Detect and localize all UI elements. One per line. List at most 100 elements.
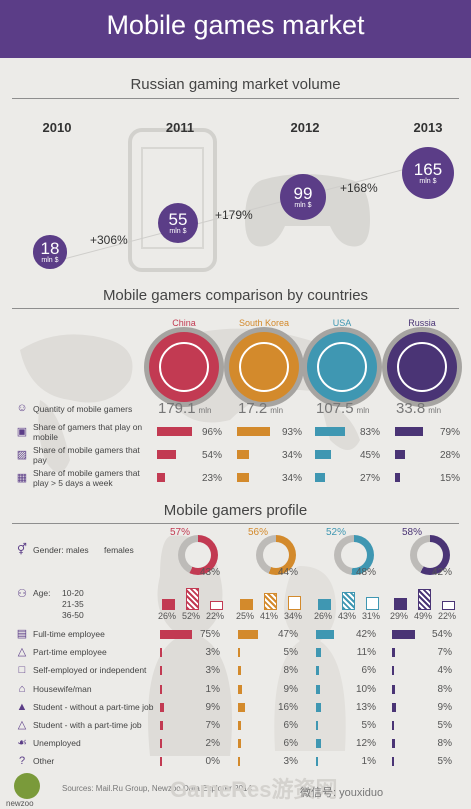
gender-donut (334, 535, 374, 575)
country-name: USA (332, 318, 352, 328)
quantity-number: 179.1 (158, 400, 196, 417)
market-value-bubble: 165 mln $ (401, 146, 455, 200)
part-time-icon: △ (17, 646, 27, 659)
market-unit: mln $ (169, 227, 187, 235)
occupation-pct: 5% (437, 756, 452, 768)
occupation-pct: 8% (437, 683, 452, 695)
gender-donut-hole (417, 542, 443, 568)
age-bar (418, 589, 431, 610)
growth-label: +179% (215, 208, 253, 222)
age-pct: 31% (362, 611, 381, 621)
year-label: 2011 (165, 120, 195, 135)
occupation-pct: 7% (437, 647, 452, 659)
age-bar (342, 592, 355, 610)
gender-legend-males: males (66, 545, 89, 555)
growth-label: +306% (90, 233, 128, 247)
gender-label: Gender: (33, 545, 64, 555)
market-value: 99 (293, 183, 313, 203)
market-value-bubble: 18 mln $ (33, 235, 67, 269)
gender-donut (410, 535, 450, 575)
occupation-pct: 54% (431, 629, 452, 640)
page-title: Mobile games market (106, 10, 365, 40)
age-legend: 36-50 (62, 610, 84, 620)
occupation-bar (392, 702, 396, 712)
metric-pct: 15% (439, 473, 460, 484)
occupation-pct: 10% (355, 683, 376, 695)
occupation-pct: 1% (361, 756, 376, 768)
metric-pct: 45% (359, 450, 380, 461)
wechat-text: 微信号: youxiduo (300, 787, 384, 799)
calendar-icon: ▦ (16, 472, 28, 484)
age-pct: 26% (314, 611, 333, 621)
occupation-pct: 12% (355, 738, 376, 750)
occupation-label: Unemployed (33, 738, 81, 749)
occupation-label: Other (33, 756, 55, 767)
year-label: 2012 (290, 120, 320, 135)
occupation-pct: 3% (283, 756, 298, 768)
occupation-bar (238, 684, 242, 694)
gender-legend-females: females (104, 545, 134, 555)
occupation-pct: 3% (205, 647, 220, 659)
age-bar (288, 596, 301, 610)
country-emblem (149, 332, 219, 402)
occupation-pct: 5% (437, 720, 452, 731)
occupation-pct: 4% (437, 665, 452, 677)
divider (12, 523, 459, 524)
occupation-pct: 75% (199, 629, 220, 640)
occupation-bar (160, 666, 162, 676)
occupation-pct: 9% (205, 701, 220, 713)
metric-pct: 34% (281, 450, 302, 461)
country-emblem-inner (239, 342, 289, 392)
market-unit: mln $ (294, 201, 312, 209)
metric-bar (315, 450, 331, 459)
country-emblem-inner (397, 342, 447, 392)
countries-title: Mobile gamers comparison by countries (102, 287, 369, 304)
metric-bar (157, 427, 192, 436)
age-pct: 26% (158, 611, 177, 621)
silhouette-background (148, 535, 346, 756)
metric-pct: 83% (359, 427, 380, 438)
gender-icon: ⚥ (17, 544, 27, 556)
occupation-pct: 6% (361, 665, 376, 677)
student-work-icon: △ (17, 719, 27, 731)
occupation-bar (392, 684, 395, 694)
occupation-bar (392, 721, 394, 730)
unemployed-icon: ☙ (17, 737, 27, 750)
age-bar (240, 599, 253, 610)
age-pct: 41% (260, 611, 279, 621)
occupation-bar (316, 739, 321, 749)
quantity-unit: mln (270, 406, 284, 415)
age-pct: 29% (390, 611, 409, 621)
gender-donut (256, 535, 296, 575)
occupation-pct: 8% (283, 665, 298, 677)
quantity-number: 33.8 (396, 400, 426, 417)
metric-bar (157, 473, 165, 482)
age-pct: 22% (206, 611, 225, 621)
metric-bar (237, 450, 249, 459)
occupation-bar (392, 739, 395, 749)
market-value: 55 (168, 209, 188, 229)
occupation-bar (392, 648, 395, 658)
occupation-label: Part-time employee (33, 647, 107, 658)
year-label: 2010 (42, 120, 72, 135)
occupation-bar (316, 684, 320, 694)
country-emblem (229, 332, 299, 402)
newzoo-logo-text: newzoo (6, 799, 34, 808)
occupation-bar (238, 630, 258, 639)
question-icon: ? (18, 755, 26, 768)
metric-bar (395, 427, 423, 436)
header-banner: Mobile games market (0, 0, 471, 58)
country-emblem-inner (159, 342, 209, 392)
age-pct: 34% (284, 611, 303, 621)
metric-pct: 93% (281, 427, 302, 438)
watermark-text: GameRes游资网 (170, 777, 338, 802)
gender-donut-hole (185, 542, 211, 568)
age-pct: 49% (414, 611, 433, 621)
metric-bar (315, 473, 325, 482)
females-pct: 44% (278, 567, 299, 578)
occupation-bar (316, 757, 318, 767)
metric-pct: 79% (439, 427, 460, 438)
phone-screen-icon (141, 147, 204, 249)
sources-text: Sources: Mail.Ru Group, Newzoo Data Expl… (62, 784, 252, 793)
quantity-value: 33.8 mln (396, 400, 441, 417)
